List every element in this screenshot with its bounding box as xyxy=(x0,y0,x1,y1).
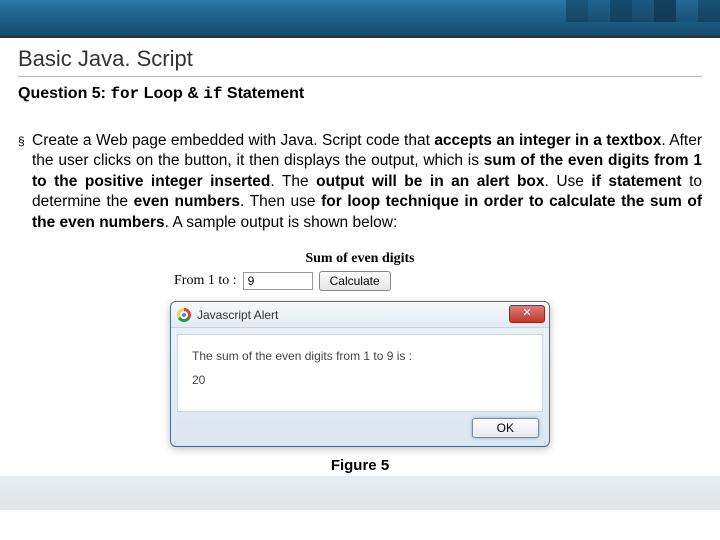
t7: . Use xyxy=(545,173,592,190)
sample-form-row: From 1 to : Calculate xyxy=(174,271,546,291)
slide-content: Basic Java. Script Question 5: for Loop … xyxy=(0,38,720,474)
subtitle-code-for: for xyxy=(110,85,139,103)
t6: output will be in an alert box xyxy=(316,173,544,190)
subtitle-code-if: if xyxy=(203,85,222,103)
integer-input[interactable] xyxy=(243,272,313,290)
t5: . The xyxy=(270,173,316,190)
sample-page-title: Sum of even digits xyxy=(174,251,546,267)
close-button[interactable]: ✕ xyxy=(509,305,545,323)
t1: Create a Web page embedded with Java. Sc… xyxy=(32,132,434,149)
header-decoration xyxy=(566,0,720,22)
calculate-button[interactable]: Calculate xyxy=(319,271,391,291)
alert-result: 20 xyxy=(192,373,528,387)
subtitle-prefix: Question 5: xyxy=(18,85,110,102)
alert-titlebar: Javascript Alert ✕ xyxy=(171,302,549,328)
footer-band xyxy=(0,476,720,510)
subtitle-mid: Loop & xyxy=(139,85,203,102)
chrome-icon xyxy=(177,308,191,322)
t2: accepts an integer in a textbox xyxy=(434,132,661,149)
header-bar xyxy=(0,0,720,38)
t11: . Then use xyxy=(240,193,321,210)
question-subtitle: Question 5: for Loop & if Statement xyxy=(18,85,702,103)
paragraph: Create a Web page embedded with Java. Sc… xyxy=(32,131,702,233)
subtitle-suffix: Statement xyxy=(222,85,304,102)
alert-footer: OK xyxy=(171,418,549,446)
body-text: § Create a Web page embedded with Java. … xyxy=(18,131,702,233)
sample-output: Sum of even digits From 1 to : Calculate… xyxy=(170,249,550,447)
ok-button[interactable]: OK xyxy=(472,418,539,438)
figure-caption: Figure 5 xyxy=(18,457,702,474)
alert-title: Javascript Alert xyxy=(197,308,278,322)
t13: . A sample output is shown below: xyxy=(165,214,398,231)
bullet-marker: § xyxy=(18,131,32,233)
alert-message: The sum of the even digits from 1 to 9 i… xyxy=(192,349,528,363)
t10: even numbers xyxy=(134,193,240,210)
sample-label-from: From 1 to : xyxy=(174,273,237,289)
alert-dialog: Javascript Alert ✕ The sum of the even d… xyxy=(170,301,550,447)
sample-page-area: Sum of even digits From 1 to : Calculate xyxy=(170,249,550,297)
slide-title: Basic Java. Script xyxy=(18,46,702,72)
title-divider xyxy=(18,76,702,77)
t8: if statement xyxy=(591,173,681,190)
alert-body: The sum of the even digits from 1 to 9 i… xyxy=(177,334,543,412)
